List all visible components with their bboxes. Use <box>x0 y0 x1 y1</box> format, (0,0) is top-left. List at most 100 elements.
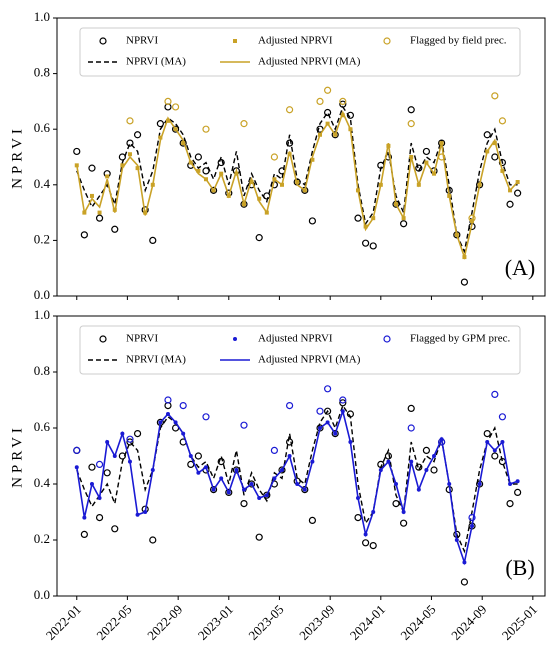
panel-label: (B) <box>505 555 534 580</box>
point <box>460 278 469 286</box>
panel-label: (A) <box>505 255 536 280</box>
y-tick-label: 0.0 <box>34 587 50 602</box>
point <box>126 117 134 125</box>
legend-label: Adjusted NPRVI <box>258 35 333 47</box>
legend-label: NPRVI <box>126 35 158 47</box>
point <box>422 446 431 454</box>
point <box>324 385 332 393</box>
point <box>468 214 476 222</box>
point <box>149 536 157 544</box>
point <box>240 120 248 128</box>
point <box>126 139 134 147</box>
point <box>400 220 408 228</box>
point <box>384 452 393 460</box>
point <box>278 466 286 474</box>
legend-swatch <box>99 335 107 343</box>
point <box>103 469 111 477</box>
point <box>257 196 262 201</box>
x-tick-label: 2024-01 <box>347 602 388 643</box>
point <box>80 530 88 539</box>
y-tick-label: 0.0 <box>34 287 50 302</box>
point <box>240 500 248 508</box>
point <box>118 452 126 460</box>
point <box>88 463 96 471</box>
point <box>354 513 362 522</box>
legend-label: NPRVI (MA) <box>126 354 186 366</box>
legend-box <box>79 325 521 375</box>
point <box>74 465 79 470</box>
point <box>438 153 446 161</box>
point <box>95 513 104 522</box>
legend-box <box>79 27 521 77</box>
point <box>483 131 491 139</box>
x-tick-label: 2024-05 <box>397 602 438 643</box>
point <box>407 424 415 432</box>
point <box>324 407 332 415</box>
legend-label: Flagged by field prec. <box>410 35 507 47</box>
y-axis-label: NPRVI <box>9 424 25 488</box>
point <box>225 488 233 496</box>
point <box>111 225 119 233</box>
point <box>506 500 514 508</box>
legend-label: NPRVI (MA) <box>126 56 186 68</box>
point <box>324 86 332 94</box>
point <box>126 438 134 446</box>
point <box>316 407 324 415</box>
point <box>415 164 423 172</box>
point <box>255 533 263 541</box>
y-tick-label: 0.2 <box>34 531 50 546</box>
point <box>196 168 201 173</box>
point <box>331 430 339 438</box>
point <box>95 460 104 468</box>
point <box>339 399 347 407</box>
point <box>514 189 522 197</box>
x-tick-label: 2023-09 <box>296 602 337 643</box>
point <box>255 234 263 242</box>
series-line <box>76 404 518 554</box>
point <box>491 153 499 161</box>
legend-swatch <box>233 39 237 43</box>
point <box>270 153 278 161</box>
series-line <box>76 408 518 566</box>
point <box>483 430 491 438</box>
plot-frame <box>56 315 546 597</box>
point <box>491 390 499 398</box>
point <box>346 111 355 119</box>
point <box>171 125 180 133</box>
point <box>164 396 172 404</box>
point <box>369 541 377 550</box>
y-tick-label: 0.8 <box>34 363 50 378</box>
point <box>209 186 218 194</box>
point <box>407 404 415 412</box>
point <box>111 525 119 533</box>
plot-frame <box>56 17 546 297</box>
series-line <box>76 110 519 261</box>
series-line <box>76 105 518 254</box>
point <box>430 466 438 474</box>
point <box>179 402 187 410</box>
point <box>514 488 522 496</box>
point <box>407 120 415 128</box>
y-tick-label: 0.8 <box>34 65 50 80</box>
point <box>73 446 81 454</box>
point <box>498 413 507 421</box>
y-axis-label: NPRVI <box>9 125 25 189</box>
point <box>285 402 294 410</box>
y-tick-label: 0.4 <box>34 176 51 191</box>
legend-label: Adjusted NPRVI <box>258 333 333 345</box>
point <box>165 118 170 123</box>
legend-swatch <box>233 337 237 341</box>
legend-label: Adjusted NPRVI (MA) <box>258 354 361 366</box>
point <box>88 164 96 172</box>
legend-swatch <box>383 335 391 343</box>
point <box>149 236 157 244</box>
point <box>127 152 132 157</box>
point <box>422 147 431 156</box>
point <box>181 141 186 146</box>
point <box>209 486 218 494</box>
legend-label: Flagged by GPM prec. <box>410 333 510 345</box>
point <box>249 180 254 185</box>
point <box>316 97 324 106</box>
point <box>392 500 400 508</box>
y-tick-label: 1.0 <box>34 9 50 24</box>
